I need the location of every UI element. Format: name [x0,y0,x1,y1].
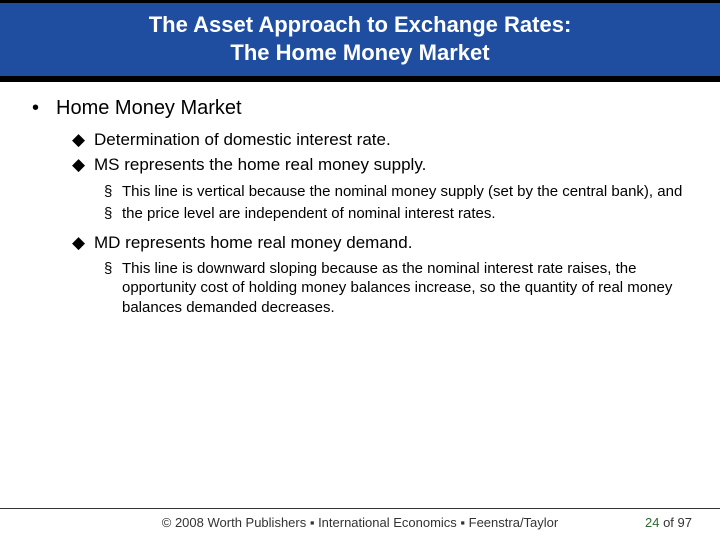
title-line-2: The Home Money Market [20,39,700,67]
level3-container: § This line is downward sloping because … [72,259,688,318]
bullet-level2-text: Determination of domestic interest rate. [94,129,391,150]
diamond-icon: ◆ [72,129,94,150]
bullet-level2: ◆ MD represents home real money demand. [72,232,688,253]
section-icon: § [104,204,122,224]
diamond-icon: ◆ [72,232,94,253]
page-total: 97 [678,515,692,530]
diamond-icon: ◆ [72,154,94,175]
section-icon: § [104,182,122,202]
bullet-level3-text: This line is downward sloping because as… [122,259,688,318]
page-current: 24 [645,515,659,530]
bullet-level2-text: MS represents the home real money supply… [94,154,426,175]
bullet-level3: § the price level are independent of nom… [104,204,688,224]
level2-container: ◆ Determination of domestic interest rat… [32,129,688,317]
bullet-level3: § This line is downward sloping because … [104,259,688,318]
footer-copyright: © 2008 Worth Publishers ▪ International … [0,515,720,530]
bullet-level3-text: the price level are independent of nomin… [122,204,496,224]
bullet-dot-icon: • [32,96,56,121]
title-bar: The Asset Approach to Exchange Rates: Th… [0,0,720,82]
level3-container: § This line is vertical because the nomi… [72,182,688,224]
page-sep: of [659,515,677,530]
bullet-level2: ◆ MS represents the home real money supp… [72,154,688,175]
slide-content: • Home Money Market ◆ Determination of d… [0,82,720,317]
page-indicator: 24 of 97 [645,515,692,530]
footer: © 2008 Worth Publishers ▪ International … [0,508,720,530]
bullet-level3: § This line is vertical because the nomi… [104,182,688,202]
bullet-level1-text: Home Money Market [56,96,242,121]
title-line-1: The Asset Approach to Exchange Rates: [20,11,700,39]
bullet-level2-text: MD represents home real money demand. [94,232,412,253]
section-icon: § [104,259,122,318]
bullet-level1: • Home Money Market [32,96,688,121]
bullet-level2: ◆ Determination of domestic interest rat… [72,129,688,150]
bullet-level3-text: This line is vertical because the nomina… [122,182,682,202]
